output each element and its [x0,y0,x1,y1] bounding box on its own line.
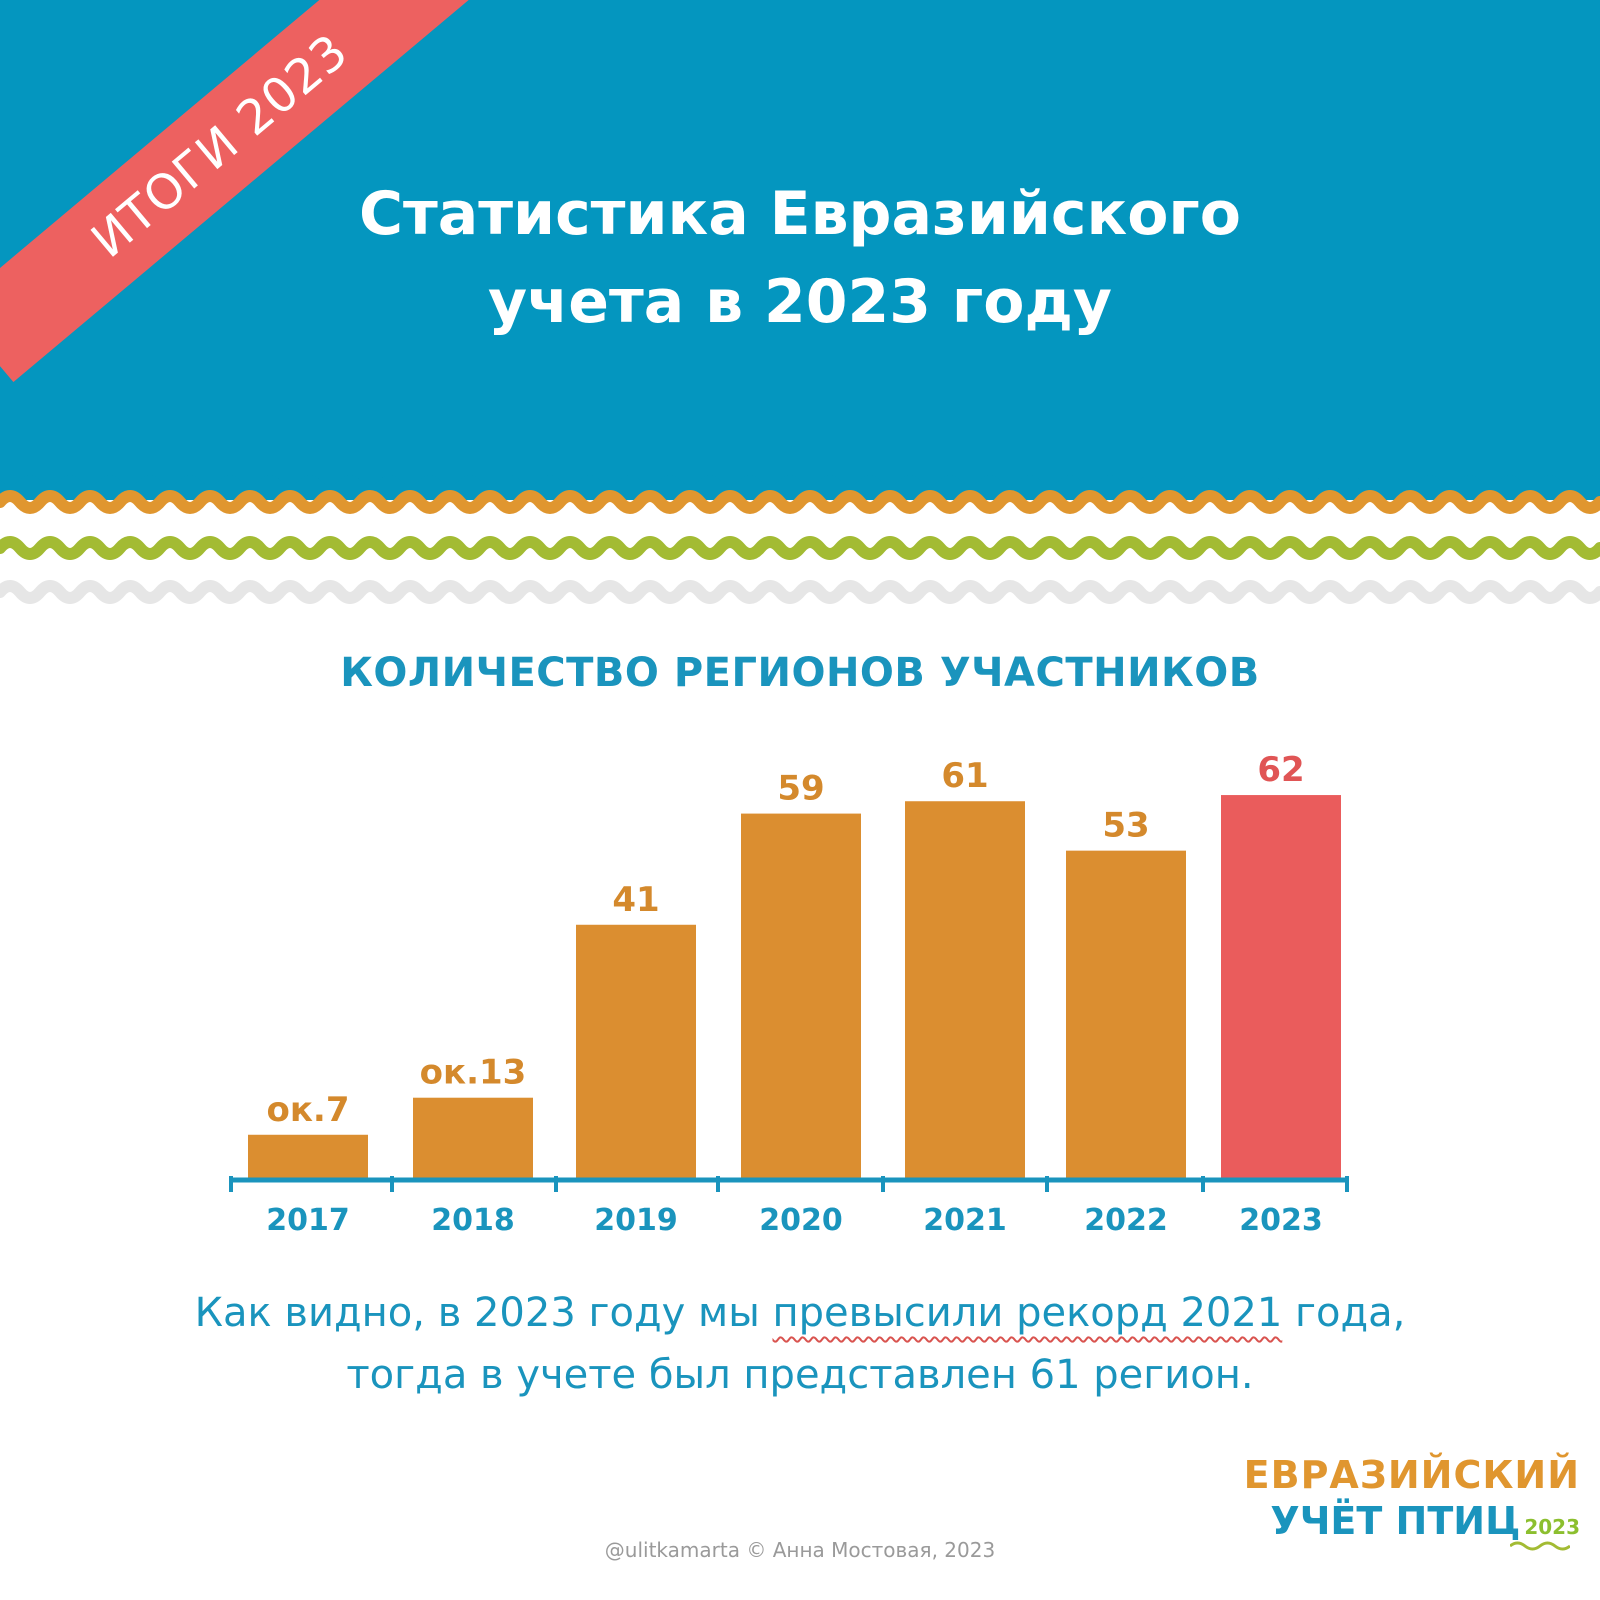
x-tick-label-2022: 2022 [1084,1203,1168,1238]
chart-caption: Как видно, в 2023 году мы превысили реко… [100,1282,1500,1406]
caption-line1-pre: Как видно, в 2023 году мы [194,1290,773,1336]
logo-line2-text: УЧЁТ ПТИЦ [1270,1499,1521,1543]
page-title-line1: Статистика Евразийского [358,179,1241,249]
logo-wave-icon [1510,1541,1570,1551]
bar-2018 [413,1097,533,1178]
x-tick-label-2017: 2017 [266,1203,350,1238]
page-title-line2: учета в 2023 году [487,267,1113,337]
value-label-2018: ок.13 [420,1053,527,1093]
bar-2017 [248,1134,368,1178]
x-tick-label-2019: 2019 [594,1203,678,1238]
x-tick-label-2020: 2020 [759,1203,843,1238]
decorative-waves [0,440,1600,604]
x-tick-label-2018: 2018 [431,1203,515,1238]
project-logo: ЕВРАЗИЙСКИЙ УЧЁТ ПТИЦ 2023 [1230,1452,1580,1550]
logo-line1: ЕВРАЗИЙСКИЙ [1243,1453,1580,1497]
wave-green [0,536,1600,560]
bar-2021 [905,801,1025,1178]
wave-gray [0,580,1600,604]
chart-title: КОЛИЧЕСТВО РЕГИОНОВ УЧАСТНИКОВ [340,650,1260,696]
x-tick-label-2023: 2023 [1239,1203,1323,1238]
logo-line2: УЧЁТ ПТИЦ 2023 [1230,1498,1580,1550]
wave-orange [0,490,1600,514]
value-label-2017: ок.7 [266,1090,349,1130]
value-label-2020: 59 [777,769,824,809]
copyright-text: @ulitkamarta © Анна Мостовая, 2023 [604,1538,996,1562]
bar-2023 [1221,795,1341,1178]
page-title: Статистика Евразийского учета в 2023 год… [200,170,1400,346]
bar-2019 [576,924,696,1178]
bar-2020 [741,813,861,1178]
value-label-2021: 61 [941,756,988,796]
value-label-2019: 41 [612,880,659,920]
caption-line2: тогда в учете был представлен 61 регион. [346,1352,1254,1398]
bar-2022 [1066,850,1186,1178]
caption-line1-post: года, [1282,1290,1406,1336]
wave-blue-edge [0,440,1600,485]
caption-line1: Как видно, в 2023 году мы превысили реко… [100,1282,1500,1344]
x-tick-label-2021: 2021 [923,1203,1007,1238]
value-label-2023: 62 [1257,750,1304,790]
caption-highlight: превысили рекорд 2021 [772,1290,1283,1336]
bar-chart: ок.7 2017 ок.13 2018 41 2019 59 2020 61 2021 53 202… [229,750,1349,1238]
value-label-2022: 53 [1102,806,1149,846]
logo-year: 2023 [1524,1515,1580,1539]
